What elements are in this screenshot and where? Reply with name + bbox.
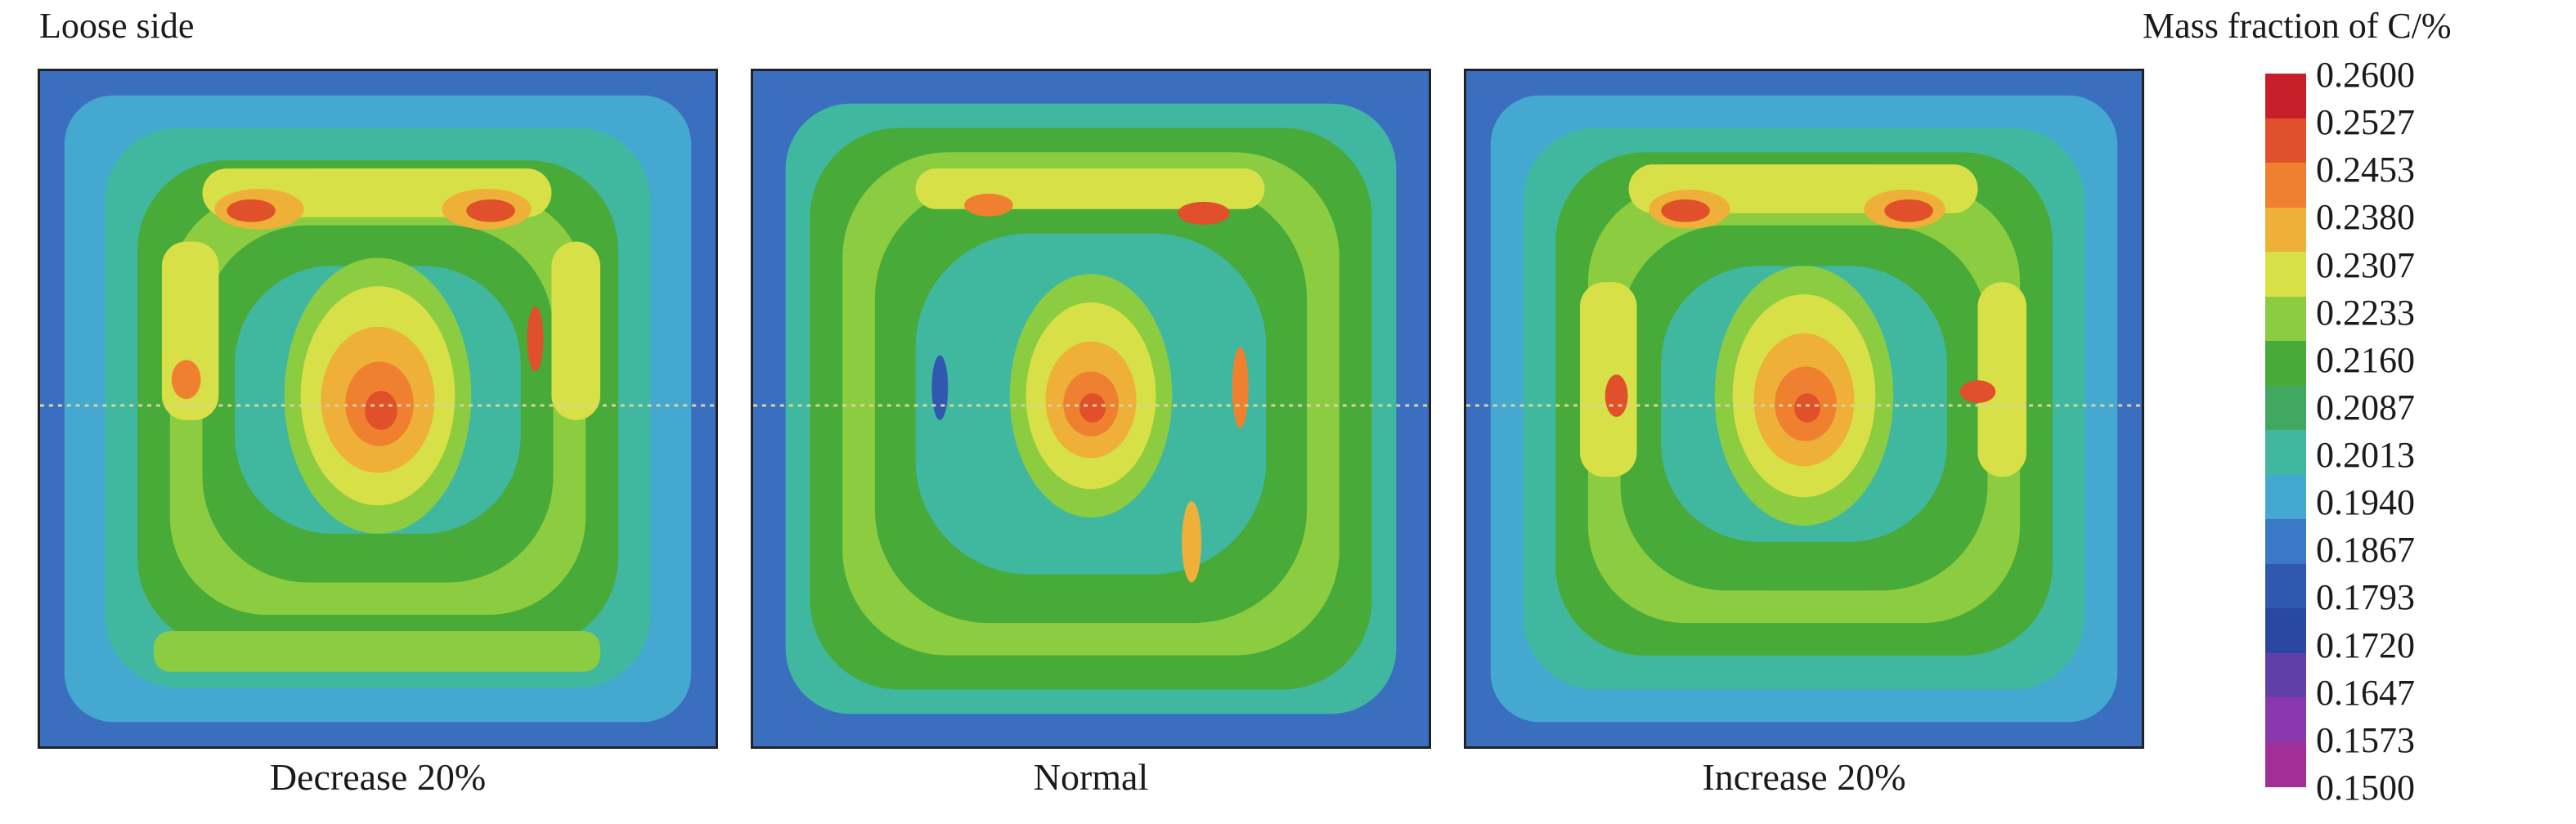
colorbar-band <box>2265 74 2306 119</box>
colorbar-tick-label: 0.1867 <box>2316 530 2415 571</box>
colorbar-band <box>2265 341 2306 387</box>
contour-plot-normal <box>753 71 1429 746</box>
colorbar-band <box>2265 296 2306 342</box>
colorbar-band <box>2265 652 2306 698</box>
colorbar-band <box>2265 474 2306 520</box>
legend-title: Mass fraction of C/% <box>2143 6 2452 46</box>
colorbar-band <box>2265 430 2306 476</box>
panel-normal <box>751 69 1431 749</box>
colorbar-band <box>2265 385 2306 431</box>
panel-caption-increase: Increase 20% <box>1702 756 1906 798</box>
colorbar-band <box>2265 697 2306 743</box>
colorbar-tick-label: 0.1647 <box>2316 672 2415 713</box>
colorbar-band <box>2265 563 2306 609</box>
colorbar-band <box>2265 118 2306 163</box>
colorbar-tick-label: 0.1720 <box>2316 625 2415 665</box>
panel-caption-decrease: Decrease 20% <box>269 756 487 798</box>
colorbar-band <box>2265 741 2306 787</box>
colorbar-tick-label: 0.1940 <box>2316 482 2415 523</box>
colorbar-band <box>2265 252 2306 298</box>
colorbar-tick-label: 0.2160 <box>2316 339 2415 380</box>
colorbar-tick-label: 0.1573 <box>2316 719 2415 760</box>
colorbar-tick-label: 0.2087 <box>2316 387 2415 428</box>
colorbar-tick-label: 0.2307 <box>2316 244 2415 285</box>
panel-increase <box>1464 69 2144 749</box>
colorbar-tick-label: 0.2233 <box>2316 292 2415 333</box>
colorbar-tick-label: 0.1793 <box>2316 577 2415 618</box>
panel-caption-normal: Normal <box>1033 756 1149 798</box>
colorbar-tick-label: 0.2380 <box>2316 197 2415 238</box>
colorbar-tick-label: 0.2453 <box>2316 150 2415 190</box>
colorbar-tick-label: 0.2013 <box>2316 435 2415 476</box>
colorbar-band <box>2265 207 2306 253</box>
colorbar-tick-label: 0.1500 <box>2316 768 2415 808</box>
colorbar-band <box>2265 608 2306 654</box>
colorbar <box>2265 74 2306 787</box>
colorbar-tick-label: 0.2600 <box>2316 55 2415 95</box>
colorbar-band <box>2265 519 2306 565</box>
figure-title: Loose side <box>39 6 195 46</box>
panel-decrease <box>38 69 718 749</box>
contour-plot-decrease <box>40 71 716 746</box>
colorbar-tick-label: 0.2527 <box>2316 102 2415 143</box>
contour-plot-increase <box>1466 71 2142 746</box>
colorbar-band <box>2265 163 2306 208</box>
